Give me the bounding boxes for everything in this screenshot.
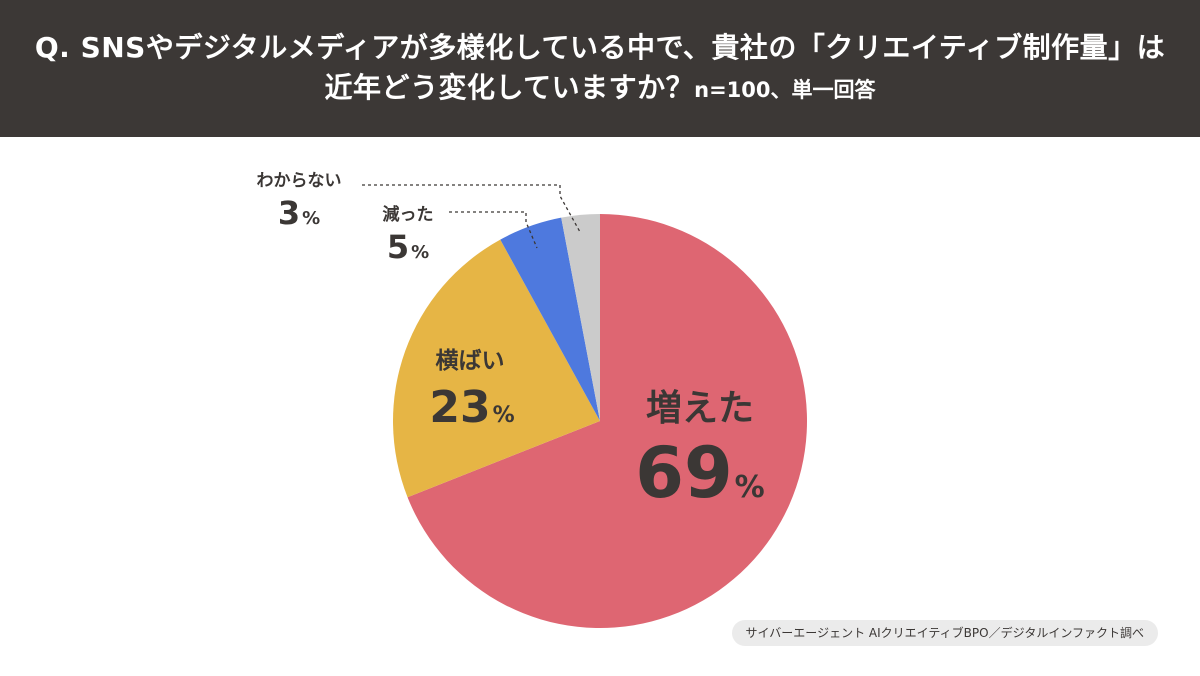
- slice-value-3: 3%: [278, 194, 320, 232]
- slice-value-0: 69%: [635, 432, 764, 514]
- question-title-line2: 近年どう変化していますか？n=100、単一回答: [324, 68, 875, 110]
- question-header: Q. SNSやデジタルメディアが多様化している中で、貴社の「クリエイティブ制作量…: [0, 0, 1200, 137]
- leader-line-3: [362, 184, 581, 233]
- question-title-line2-text: 近年どう変化していますか？: [324, 70, 695, 104]
- question-title-line1: Q. SNSやデジタルメディアが多様化している中で、貴社の「クリエイティブ制作量…: [34, 30, 1166, 64]
- slice-value-2: 5%: [387, 228, 429, 266]
- slice-value-1: 23%: [429, 382, 514, 433]
- pie-slice-1: [393, 239, 600, 498]
- pie-slice-3: [561, 214, 600, 421]
- slice-label-2: 減った: [383, 204, 434, 225]
- source-credit: サイバーエージェント AIクリエイティブBPO／デジタルインファクト調べ: [731, 620, 1158, 646]
- pie-slice-2: [500, 217, 600, 421]
- leader-line-2: [449, 211, 538, 249]
- slice-label-3: わからない: [257, 171, 342, 191]
- slice-label-1: 横ばい: [436, 348, 505, 374]
- pie-slice-0: [407, 214, 808, 628]
- slice-label-0: 増えた: [646, 388, 754, 429]
- sample-note: n=100、単一回答: [694, 77, 876, 102]
